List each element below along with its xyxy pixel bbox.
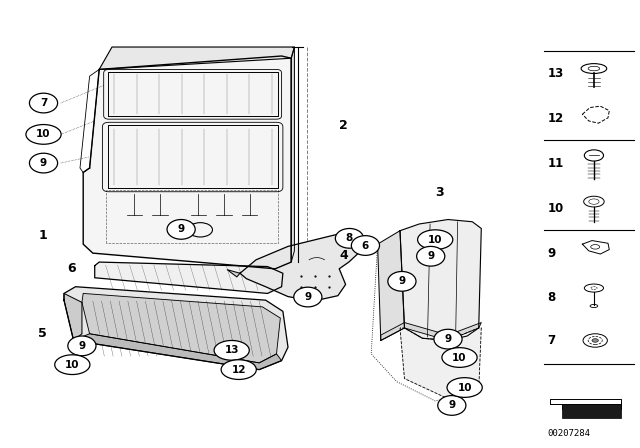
Text: 00207284: 00207284 — [547, 429, 590, 438]
Text: 9: 9 — [398, 276, 406, 286]
Polygon shape — [381, 323, 481, 340]
Text: 9: 9 — [177, 224, 185, 234]
Polygon shape — [400, 220, 481, 340]
Polygon shape — [291, 47, 294, 262]
Bar — [562, 404, 621, 418]
Ellipse shape — [221, 360, 256, 379]
Polygon shape — [227, 270, 240, 277]
Polygon shape — [74, 334, 282, 370]
Polygon shape — [378, 231, 404, 340]
Ellipse shape — [438, 396, 466, 415]
Text: 11: 11 — [547, 157, 563, 170]
Text: 9: 9 — [78, 341, 86, 351]
Polygon shape — [550, 399, 621, 409]
Text: 10: 10 — [458, 383, 472, 392]
Text: 12: 12 — [232, 365, 246, 375]
Text: 9: 9 — [444, 334, 452, 344]
Text: 9: 9 — [547, 246, 556, 260]
Ellipse shape — [447, 378, 483, 397]
Ellipse shape — [592, 339, 598, 342]
Ellipse shape — [418, 230, 453, 250]
Polygon shape — [64, 287, 288, 370]
Text: 8: 8 — [547, 291, 556, 305]
Ellipse shape — [335, 228, 364, 248]
Text: 5: 5 — [38, 327, 47, 340]
Ellipse shape — [29, 153, 58, 173]
Text: 9: 9 — [427, 251, 435, 261]
Text: 9: 9 — [304, 292, 312, 302]
Ellipse shape — [167, 220, 195, 239]
Polygon shape — [99, 47, 294, 69]
Ellipse shape — [417, 246, 445, 266]
Ellipse shape — [388, 271, 416, 291]
Polygon shape — [83, 56, 291, 269]
Ellipse shape — [26, 125, 61, 144]
Text: 8: 8 — [346, 233, 353, 243]
Ellipse shape — [68, 336, 96, 356]
Ellipse shape — [351, 236, 380, 255]
Polygon shape — [400, 328, 481, 399]
Text: 9: 9 — [40, 158, 47, 168]
Polygon shape — [95, 262, 283, 293]
Ellipse shape — [55, 355, 90, 375]
Text: 10: 10 — [547, 202, 563, 215]
Text: 10: 10 — [36, 129, 51, 139]
Ellipse shape — [434, 329, 462, 349]
Text: 2: 2 — [339, 119, 348, 132]
Polygon shape — [64, 293, 82, 340]
Text: 7: 7 — [547, 334, 556, 347]
Text: 6: 6 — [67, 262, 76, 276]
Text: 10: 10 — [65, 360, 79, 370]
Text: 13: 13 — [547, 67, 563, 81]
Text: 10: 10 — [428, 235, 442, 245]
Polygon shape — [240, 234, 365, 301]
Ellipse shape — [442, 348, 477, 367]
Text: 6: 6 — [362, 241, 369, 250]
Ellipse shape — [214, 340, 250, 360]
Polygon shape — [82, 293, 280, 363]
Text: 10: 10 — [452, 353, 467, 362]
Text: 12: 12 — [547, 112, 563, 125]
Ellipse shape — [294, 287, 322, 307]
Text: 4: 4 — [339, 249, 348, 262]
Text: 9: 9 — [448, 401, 456, 410]
Text: 3: 3 — [435, 186, 444, 199]
Text: 7: 7 — [40, 98, 47, 108]
Text: 1: 1 — [38, 228, 47, 242]
Text: 13: 13 — [225, 345, 239, 355]
Ellipse shape — [29, 93, 58, 113]
